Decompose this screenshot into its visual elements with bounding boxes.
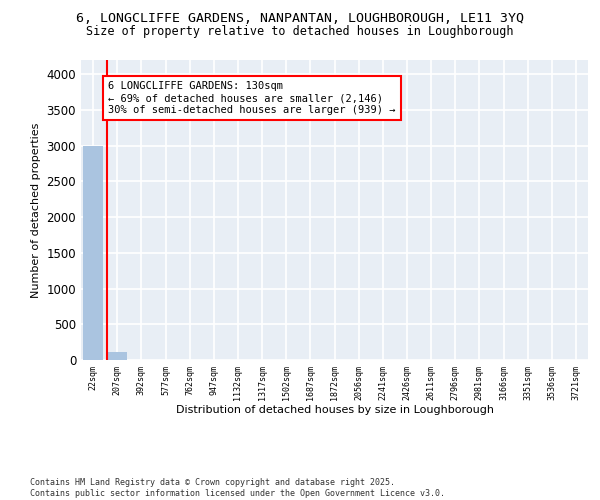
Text: Contains HM Land Registry data © Crown copyright and database right 2025.
Contai: Contains HM Land Registry data © Crown c… (30, 478, 445, 498)
X-axis label: Distribution of detached houses by size in Loughborough: Distribution of detached houses by size … (176, 406, 493, 415)
Bar (83, 146, 103, 360)
Text: 6, LONGCLIFFE GARDENS, NANPANTAN, LOUGHBOROUGH, LE11 3YQ: 6, LONGCLIFFE GARDENS, NANPANTAN, LOUGHB… (76, 12, 524, 26)
Text: Size of property relative to detached houses in Loughborough: Size of property relative to detached ho… (86, 25, 514, 38)
Bar (107, 352, 127, 360)
Y-axis label: Number of detached properties: Number of detached properties (31, 122, 41, 298)
Text: 6 LONGCLIFFE GARDENS: 130sqm
← 69% of detached houses are smaller (2,146)
30% of: 6 LONGCLIFFE GARDENS: 130sqm ← 69% of de… (108, 82, 395, 114)
